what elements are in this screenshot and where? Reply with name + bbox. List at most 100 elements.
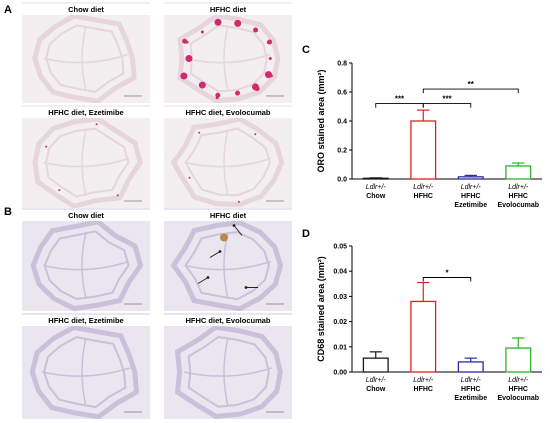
x-tick-label: Ldlr+/- — [508, 184, 529, 191]
micrograph-image — [29, 324, 142, 419]
valve-leaflet — [185, 157, 271, 168]
micrograph-caption: HFHC diet — [164, 4, 292, 15]
stain-deposit — [220, 233, 228, 242]
valve-leaflet — [186, 53, 271, 64]
x-tick-label: Evolocumab — [497, 202, 539, 209]
micrograph-image — [170, 116, 285, 208]
vessel-wall — [170, 220, 284, 311]
x-tick-label: HFHC — [509, 193, 528, 200]
x-tick-label: Ldlr+/- — [508, 377, 529, 384]
significance-label: ** — [468, 80, 475, 89]
stain-deposit — [185, 56, 191, 61]
micrograph-caption: HFHC diet, Evolocumab — [164, 107, 292, 118]
bar — [457, 176, 484, 180]
annotation-arrow — [209, 251, 221, 258]
stain-deposit — [95, 123, 98, 126]
micrograph-caption: Chow diet — [22, 210, 150, 221]
significance-label: *** — [442, 95, 452, 104]
stain-deposit — [198, 81, 206, 89]
micrograph-a-evolocumab: HFHC diet, Evolocumab — [164, 105, 292, 208]
stain-deposit — [214, 18, 222, 26]
x-tick-label: HFHC — [461, 386, 480, 393]
panel-label-b: B — [4, 206, 12, 218]
arrow-head — [244, 286, 248, 289]
micrograph-a-chow: Chow diet — [22, 2, 150, 103]
stain-deposit — [188, 176, 191, 179]
stain-deposit — [200, 30, 204, 34]
x-tick-label: Ldlr+/- — [413, 377, 434, 384]
significance-bracket — [422, 88, 519, 94]
stain-deposit — [268, 57, 272, 60]
micrograph-b-ezetimibe: HFHC diet, Ezetimibe — [22, 313, 150, 419]
stain-deposit — [180, 72, 188, 80]
bar — [457, 361, 484, 373]
valve-leaflet — [223, 337, 229, 407]
stain-deposit — [266, 40, 270, 44]
stain-deposit — [253, 27, 259, 33]
chart-svg: 0.0 0.2 0.4 0.6 0.8 ORO stained area (mm²) Ldl… — [316, 61, 542, 209]
x-tick-label: Ldlr+/- — [461, 377, 482, 384]
arrow-head — [232, 224, 236, 227]
stain-deposit — [45, 145, 48, 148]
y-tick-label: 0.05 — [333, 244, 347, 251]
x-tick-label: Ezetimibe — [454, 202, 487, 209]
valve-leaflet — [43, 260, 129, 271]
significance-bracket — [375, 103, 424, 108]
vessel-lumen — [187, 335, 270, 408]
y-tick-label: 0.03 — [333, 294, 347, 301]
valve-leaflet — [223, 232, 229, 299]
stain-deposit — [237, 200, 240, 203]
micrograph-a-ezetimibe: HFHC diet, Ezetimibe — [22, 105, 150, 208]
y-tick-label: 0.00 — [333, 370, 347, 377]
micrograph-caption: HFHC diet — [164, 210, 292, 221]
valve-leaflet — [185, 260, 271, 271]
x-tick-label: Ezetimibe — [454, 395, 487, 402]
x-tick-label: Chow — [366, 386, 386, 393]
x-tick-label: HFHC — [414, 193, 433, 200]
micrograph-image — [174, 324, 284, 419]
vessel-wall — [32, 116, 143, 208]
valve-leaflet — [81, 232, 87, 299]
vessel-wall — [174, 324, 283, 419]
stain-deposit — [185, 40, 189, 44]
micrograph-caption: HFHC diet, Evolocumab — [164, 315, 292, 326]
vessel-wall — [30, 219, 144, 311]
y-tick-label: 0.2 — [337, 148, 347, 155]
y-axis-label: ORO stained area (mm²) — [316, 69, 326, 172]
significance-label: * — [445, 269, 449, 278]
panel-label-c: C — [302, 44, 310, 56]
bar — [410, 120, 437, 180]
stain-deposit — [235, 90, 241, 96]
significance-bracket — [422, 103, 472, 108]
vessel-wall — [177, 13, 281, 103]
arrow-head — [218, 250, 222, 253]
annotation-arrow — [197, 277, 209, 284]
chart-d: 0.00 0.01 0.02 0.03 0.04 0.05 CD68 stained are… — [312, 238, 548, 418]
x-tick-label: Chow — [366, 193, 386, 200]
annotation-arrow — [233, 225, 243, 236]
chart-c: 0.0 0.2 0.4 0.6 0.8 ORO stained area (mm²) Ldl… — [312, 55, 548, 225]
stain-deposit — [234, 19, 242, 27]
y-tick-label: 0.4 — [337, 119, 347, 126]
bar — [505, 347, 532, 373]
valve-leaflet — [223, 129, 229, 196]
x-tick-label: Ldlr+/- — [413, 184, 434, 191]
x-tick-label: Evolocumab — [497, 395, 539, 402]
panel-label-a: A — [4, 4, 12, 16]
valve-leaflet — [41, 367, 131, 377]
valve-leaflet — [81, 25, 87, 92]
valve-leaflet — [44, 53, 129, 64]
valve-leaflet — [81, 129, 87, 196]
micrograph-b-chow: Chow diet — [22, 208, 150, 311]
arrow-head — [206, 276, 210, 279]
valve-leaflet — [81, 337, 87, 407]
stain-deposit — [58, 189, 61, 192]
stain-deposit — [215, 96, 219, 100]
vessel-wall — [170, 116, 285, 208]
micrograph-caption: HFHC diet, Ezetimibe — [22, 107, 150, 118]
panel-label-d: D — [302, 228, 310, 240]
x-tick-label: Ldlr+/- — [366, 184, 387, 191]
significance-label: *** — [395, 95, 405, 104]
x-tick-label: Ldlr+/- — [366, 377, 387, 384]
x-tick-label: HFHC — [461, 193, 480, 200]
